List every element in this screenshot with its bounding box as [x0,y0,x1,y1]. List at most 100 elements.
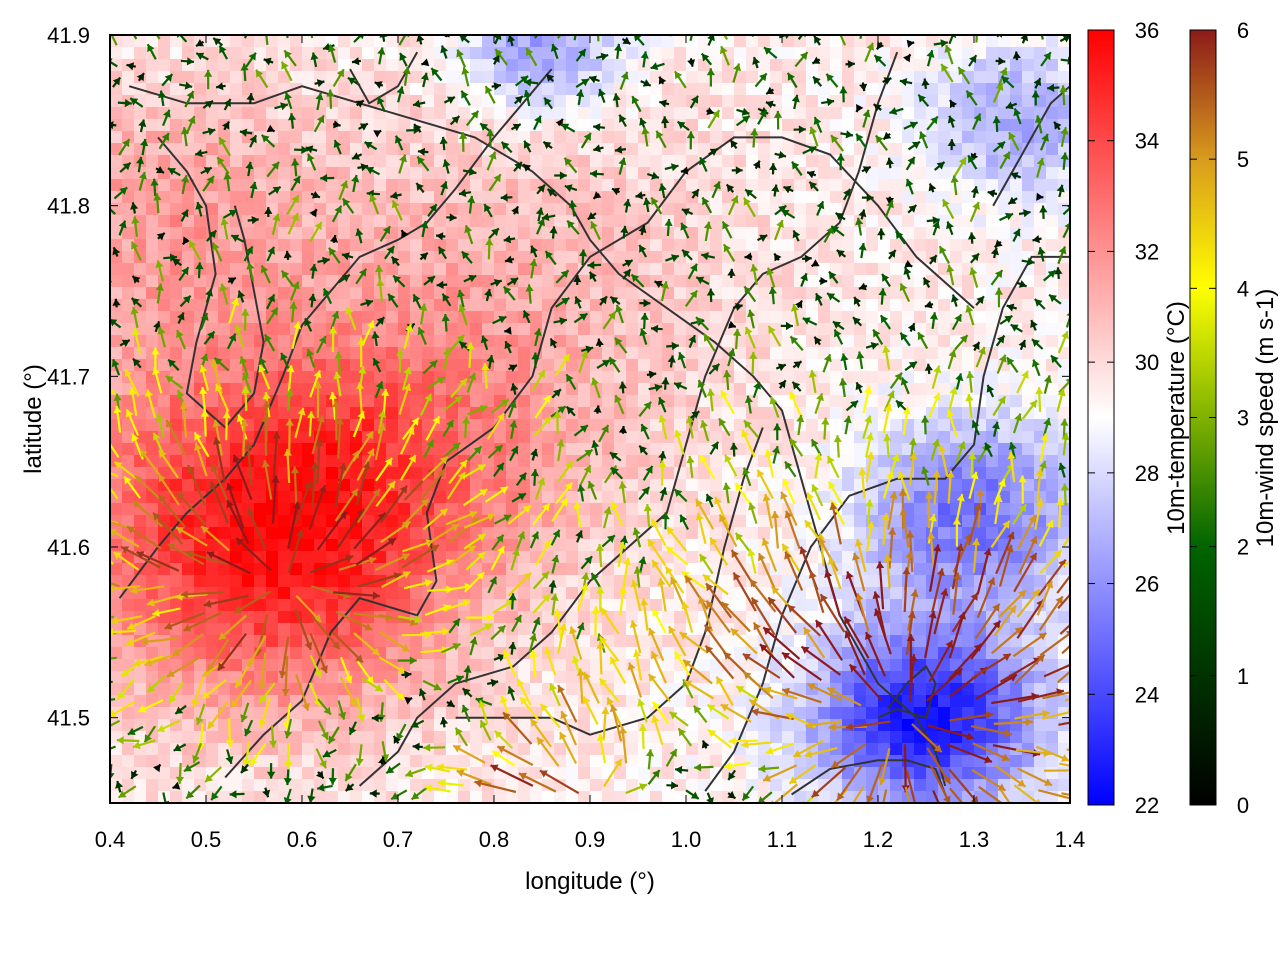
heatmap-cell [626,395,639,408]
heatmap-cell [170,107,183,120]
heatmap-cell [782,575,795,588]
heatmap-cell [650,227,663,240]
heatmap-cell [482,587,495,600]
heatmap-cell [1022,731,1035,744]
heatmap-cell [698,407,711,420]
heatmap-cell [686,599,699,612]
heatmap-cell [530,71,543,84]
heatmap-cell [614,767,627,780]
heatmap-cell [374,623,387,636]
heatmap-cell [722,203,735,216]
heatmap-cell [566,191,579,204]
heatmap-cell [326,695,339,708]
heatmap-cell [386,119,399,132]
heatmap-cell [158,203,171,216]
heatmap-cell [710,263,723,276]
heatmap-cell [422,647,435,660]
heatmap-cell [230,575,243,588]
heatmap-cell [506,95,519,108]
heatmap-cell [434,359,447,372]
heatmap-cell [278,239,291,252]
heatmap-cell [434,635,447,648]
heatmap-cell [362,71,375,84]
heatmap-cell [146,755,159,768]
heatmap-cell [554,395,567,408]
heatmap-cell [578,515,591,528]
heatmap-cell [194,275,207,288]
heatmap-cell [842,599,855,612]
heatmap-cell [386,695,399,708]
heatmap-cell [290,779,303,792]
heatmap-cell [662,767,675,780]
heatmap-cell [626,707,639,720]
heatmap-cell [398,119,411,132]
heatmap-cell [350,551,363,564]
heatmap-cell [482,767,495,780]
heatmap-cell [542,467,555,480]
heatmap-cell [650,347,663,360]
heatmap-cell [602,731,615,744]
heatmap-cell [650,335,663,348]
heatmap-cell [254,503,267,516]
heatmap-cell [266,419,279,432]
heatmap-cell [638,767,651,780]
heatmap-cell [326,755,339,768]
heatmap-cell [146,275,159,288]
heatmap-cell [146,503,159,516]
heatmap-cell [206,143,219,156]
heatmap-cell [578,491,591,504]
heatmap-cell [494,563,507,576]
heatmap-cell [926,191,939,204]
heatmap-cell [326,371,339,384]
heatmap-cell [158,635,171,648]
heatmap-cell [674,659,687,672]
heatmap-cell [218,347,231,360]
heatmap-cell [434,731,447,744]
heatmap-cell [206,407,219,420]
heatmap-cell [338,431,351,444]
heatmap-cell [350,47,363,60]
heatmap-cell [446,131,459,144]
heatmap-cell [458,95,471,108]
heatmap-cell [314,287,327,300]
heatmap-cell [734,623,747,636]
heatmap-cell [482,503,495,516]
heatmap-cell [566,527,579,540]
heatmap-cell [410,407,423,420]
heatmap-cell [122,755,135,768]
heatmap-cell [110,215,123,228]
heatmap-cell [962,515,975,528]
heatmap-cell [722,443,735,456]
heatmap-cell [410,359,423,372]
heatmap-cell [386,671,399,684]
heatmap-cell [710,383,723,396]
heatmap-cell [842,239,855,252]
heatmap-cell [446,575,459,588]
heatmap-cell [338,311,351,324]
heatmap-cell [194,647,207,660]
heatmap-cell [350,215,363,228]
heatmap-cell [206,191,219,204]
heatmap-cell [722,107,735,120]
heatmap-cell [962,503,975,516]
heatmap-cell [410,635,423,648]
heatmap-cell [626,347,639,360]
heatmap-cell [338,239,351,252]
heatmap-cell [518,167,531,180]
heatmap-cell [266,263,279,276]
heatmap-cell [842,71,855,84]
heatmap-cell [194,515,207,528]
heatmap-cell [854,371,867,384]
heatmap-cell [422,191,435,204]
heatmap-cell [938,287,951,300]
heatmap-cell [218,371,231,384]
heatmap-cell [302,335,315,348]
heatmap-cell [914,383,927,396]
heatmap-cell [338,167,351,180]
heatmap-cell [314,215,327,228]
heatmap-cell [110,563,123,576]
heatmap-cell [218,323,231,336]
heatmap-cell [398,203,411,216]
heatmap-cell [1034,683,1047,696]
heatmap-cell [674,131,687,144]
